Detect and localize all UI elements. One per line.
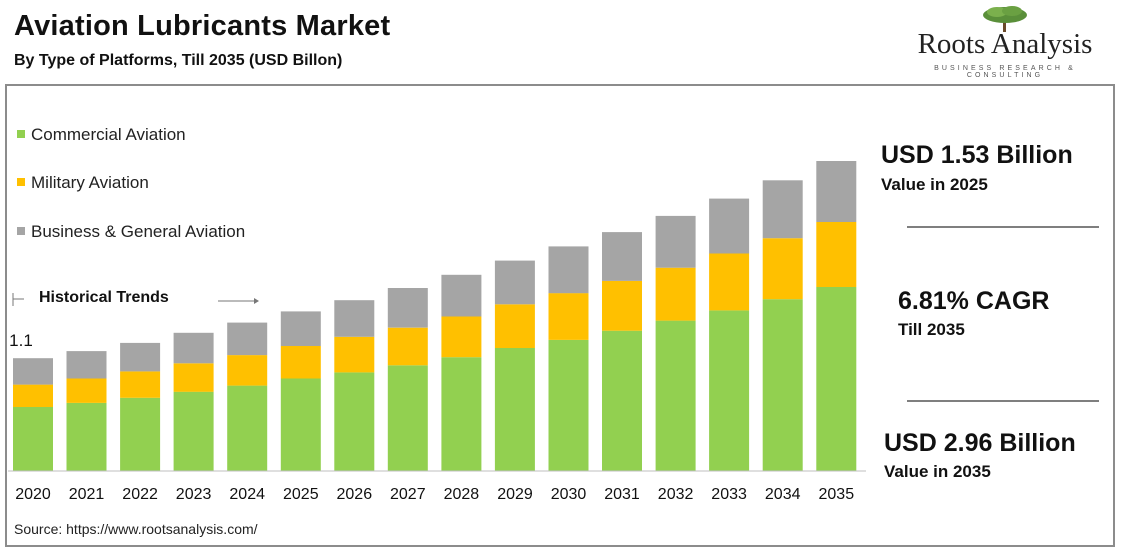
bar-military-2032	[655, 267, 696, 321]
bar-military-2030	[548, 293, 589, 340]
roots-analysis-logo: Roots Analysis BUSINESS RESEARCH & CONSU…	[900, 4, 1110, 79]
legend-swatch-commercial	[17, 130, 25, 138]
data-label-2020: 1.1	[9, 331, 33, 350]
bar-business-2025	[280, 311, 321, 346]
bar-business-2032	[655, 215, 696, 268]
cagr-caption: Till 2035	[898, 320, 965, 339]
bar-military-2025	[280, 346, 321, 379]
legend-item-commercial: Commercial Aviation	[17, 125, 186, 145]
bar-commercial-2020	[13, 407, 53, 471]
bar-business-2029	[494, 260, 535, 305]
value-2025-caption: Value in 2025	[881, 175, 988, 194]
bar-commercial-2031	[602, 330, 642, 471]
x-tick-2033: 2033	[711, 486, 747, 503]
x-tick-2028: 2028	[444, 486, 480, 503]
x-tick-2031: 2031	[604, 486, 640, 503]
historical-trends-label: Historical Trends	[39, 289, 169, 306]
bar-military-2035	[816, 222, 857, 287]
tree-icon	[983, 6, 1027, 32]
x-tick-2023: 2023	[176, 486, 212, 503]
bar-military-2034	[762, 238, 803, 300]
bar-business-2035	[816, 161, 857, 222]
legend-label-commercial: Commercial Aviation	[31, 125, 186, 144]
bar-business-2028	[441, 274, 482, 317]
bar-commercial-2029	[494, 348, 535, 471]
legend-label-military: Military Aviation	[31, 173, 149, 192]
legend-swatch-business	[17, 227, 25, 235]
bar-military-2021	[66, 378, 107, 403]
bar-commercial-2032	[655, 320, 696, 471]
bar-business-2022	[120, 342, 161, 372]
x-tick-2022: 2022	[122, 486, 158, 503]
x-tick-2025: 2025	[283, 486, 319, 503]
bar-commercial-2028	[441, 357, 482, 471]
source-note: Source: https://www.rootsanalysis.com/	[14, 521, 258, 537]
legend-swatch-military	[17, 178, 25, 186]
bar-business-2020	[13, 358, 53, 385]
value-2035-caption: Value in 2035	[884, 462, 991, 481]
legend-label-business: Business & General Aviation	[31, 222, 246, 241]
bar-business-2021	[66, 351, 107, 379]
bar-military-2029	[494, 304, 535, 348]
bar-business-2030	[548, 246, 589, 294]
x-tick-2032: 2032	[658, 486, 694, 503]
divider-top	[907, 226, 1099, 228]
bar-military-2033	[709, 253, 750, 311]
bar-military-2027	[387, 327, 428, 366]
bar-business-2033	[709, 198, 750, 254]
divider-bottom	[907, 400, 1099, 402]
data-labels: 1.1	[9, 331, 33, 350]
bar-commercial-2024	[227, 385, 268, 471]
bar-commercial-2035	[816, 287, 857, 471]
bar-military-2020	[13, 384, 53, 407]
page-title: Aviation Lubricants Market	[14, 10, 391, 42]
x-tick-2024: 2024	[229, 486, 265, 503]
bar-commercial-2034	[762, 299, 803, 471]
legend-item-military: Military Aviation	[17, 173, 149, 193]
bar-military-2024	[227, 355, 268, 386]
x-tick-2027: 2027	[390, 486, 426, 503]
cagr-value: 6.81% CAGR	[898, 287, 1050, 315]
bar-military-2022	[120, 371, 161, 398]
value-2035: USD 2.96 Billion	[884, 429, 1076, 457]
x-tick-labels: 2020 2021 2022 2023 2024 2025 2026 2027 2028 2029…	[15, 486, 854, 503]
chart-frame	[5, 84, 1115, 547]
bar-commercial-2022	[120, 397, 161, 471]
bar-commercial-2021	[66, 402, 107, 471]
bars-layer	[13, 161, 857, 471]
x-tick-2034: 2034	[765, 486, 801, 503]
bar-business-2027	[387, 288, 428, 328]
legend-item-business: Business & General Aviation	[17, 222, 245, 242]
bar-business-2024	[227, 322, 268, 356]
page-subtitle: By Type of Platforms, Till 2035 (USD Bil…	[14, 52, 343, 69]
bar-military-2026	[334, 336, 375, 373]
bar-military-2023	[173, 363, 214, 392]
logo-tagline: BUSINESS RESEARCH & CONSULTING	[934, 65, 1076, 79]
bar-business-2034	[762, 180, 803, 239]
x-tick-2020: 2020	[15, 486, 51, 503]
x-tick-2026: 2026	[337, 486, 373, 503]
bar-business-2026	[334, 300, 375, 337]
bar-commercial-2033	[709, 310, 750, 471]
x-tick-2030: 2030	[551, 486, 587, 503]
bar-business-2031	[602, 232, 642, 281]
bar-commercial-2025	[280, 378, 321, 471]
historical-trends-marker	[12, 293, 259, 306]
x-tick-2029: 2029	[497, 486, 533, 503]
x-tick-2021: 2021	[69, 486, 105, 503]
value-2025: USD 1.53 Billion	[881, 141, 1073, 169]
bar-commercial-2026	[334, 372, 375, 471]
bar-military-2031	[602, 280, 642, 331]
x-tick-2035: 2035	[819, 486, 855, 503]
bar-commercial-2027	[387, 365, 428, 471]
bar-military-2028	[441, 316, 482, 358]
bar-commercial-2030	[548, 339, 589, 471]
bar-commercial-2023	[173, 391, 214, 471]
logo-name: Roots Analysis	[917, 28, 1093, 60]
bar-business-2023	[173, 332, 214, 364]
